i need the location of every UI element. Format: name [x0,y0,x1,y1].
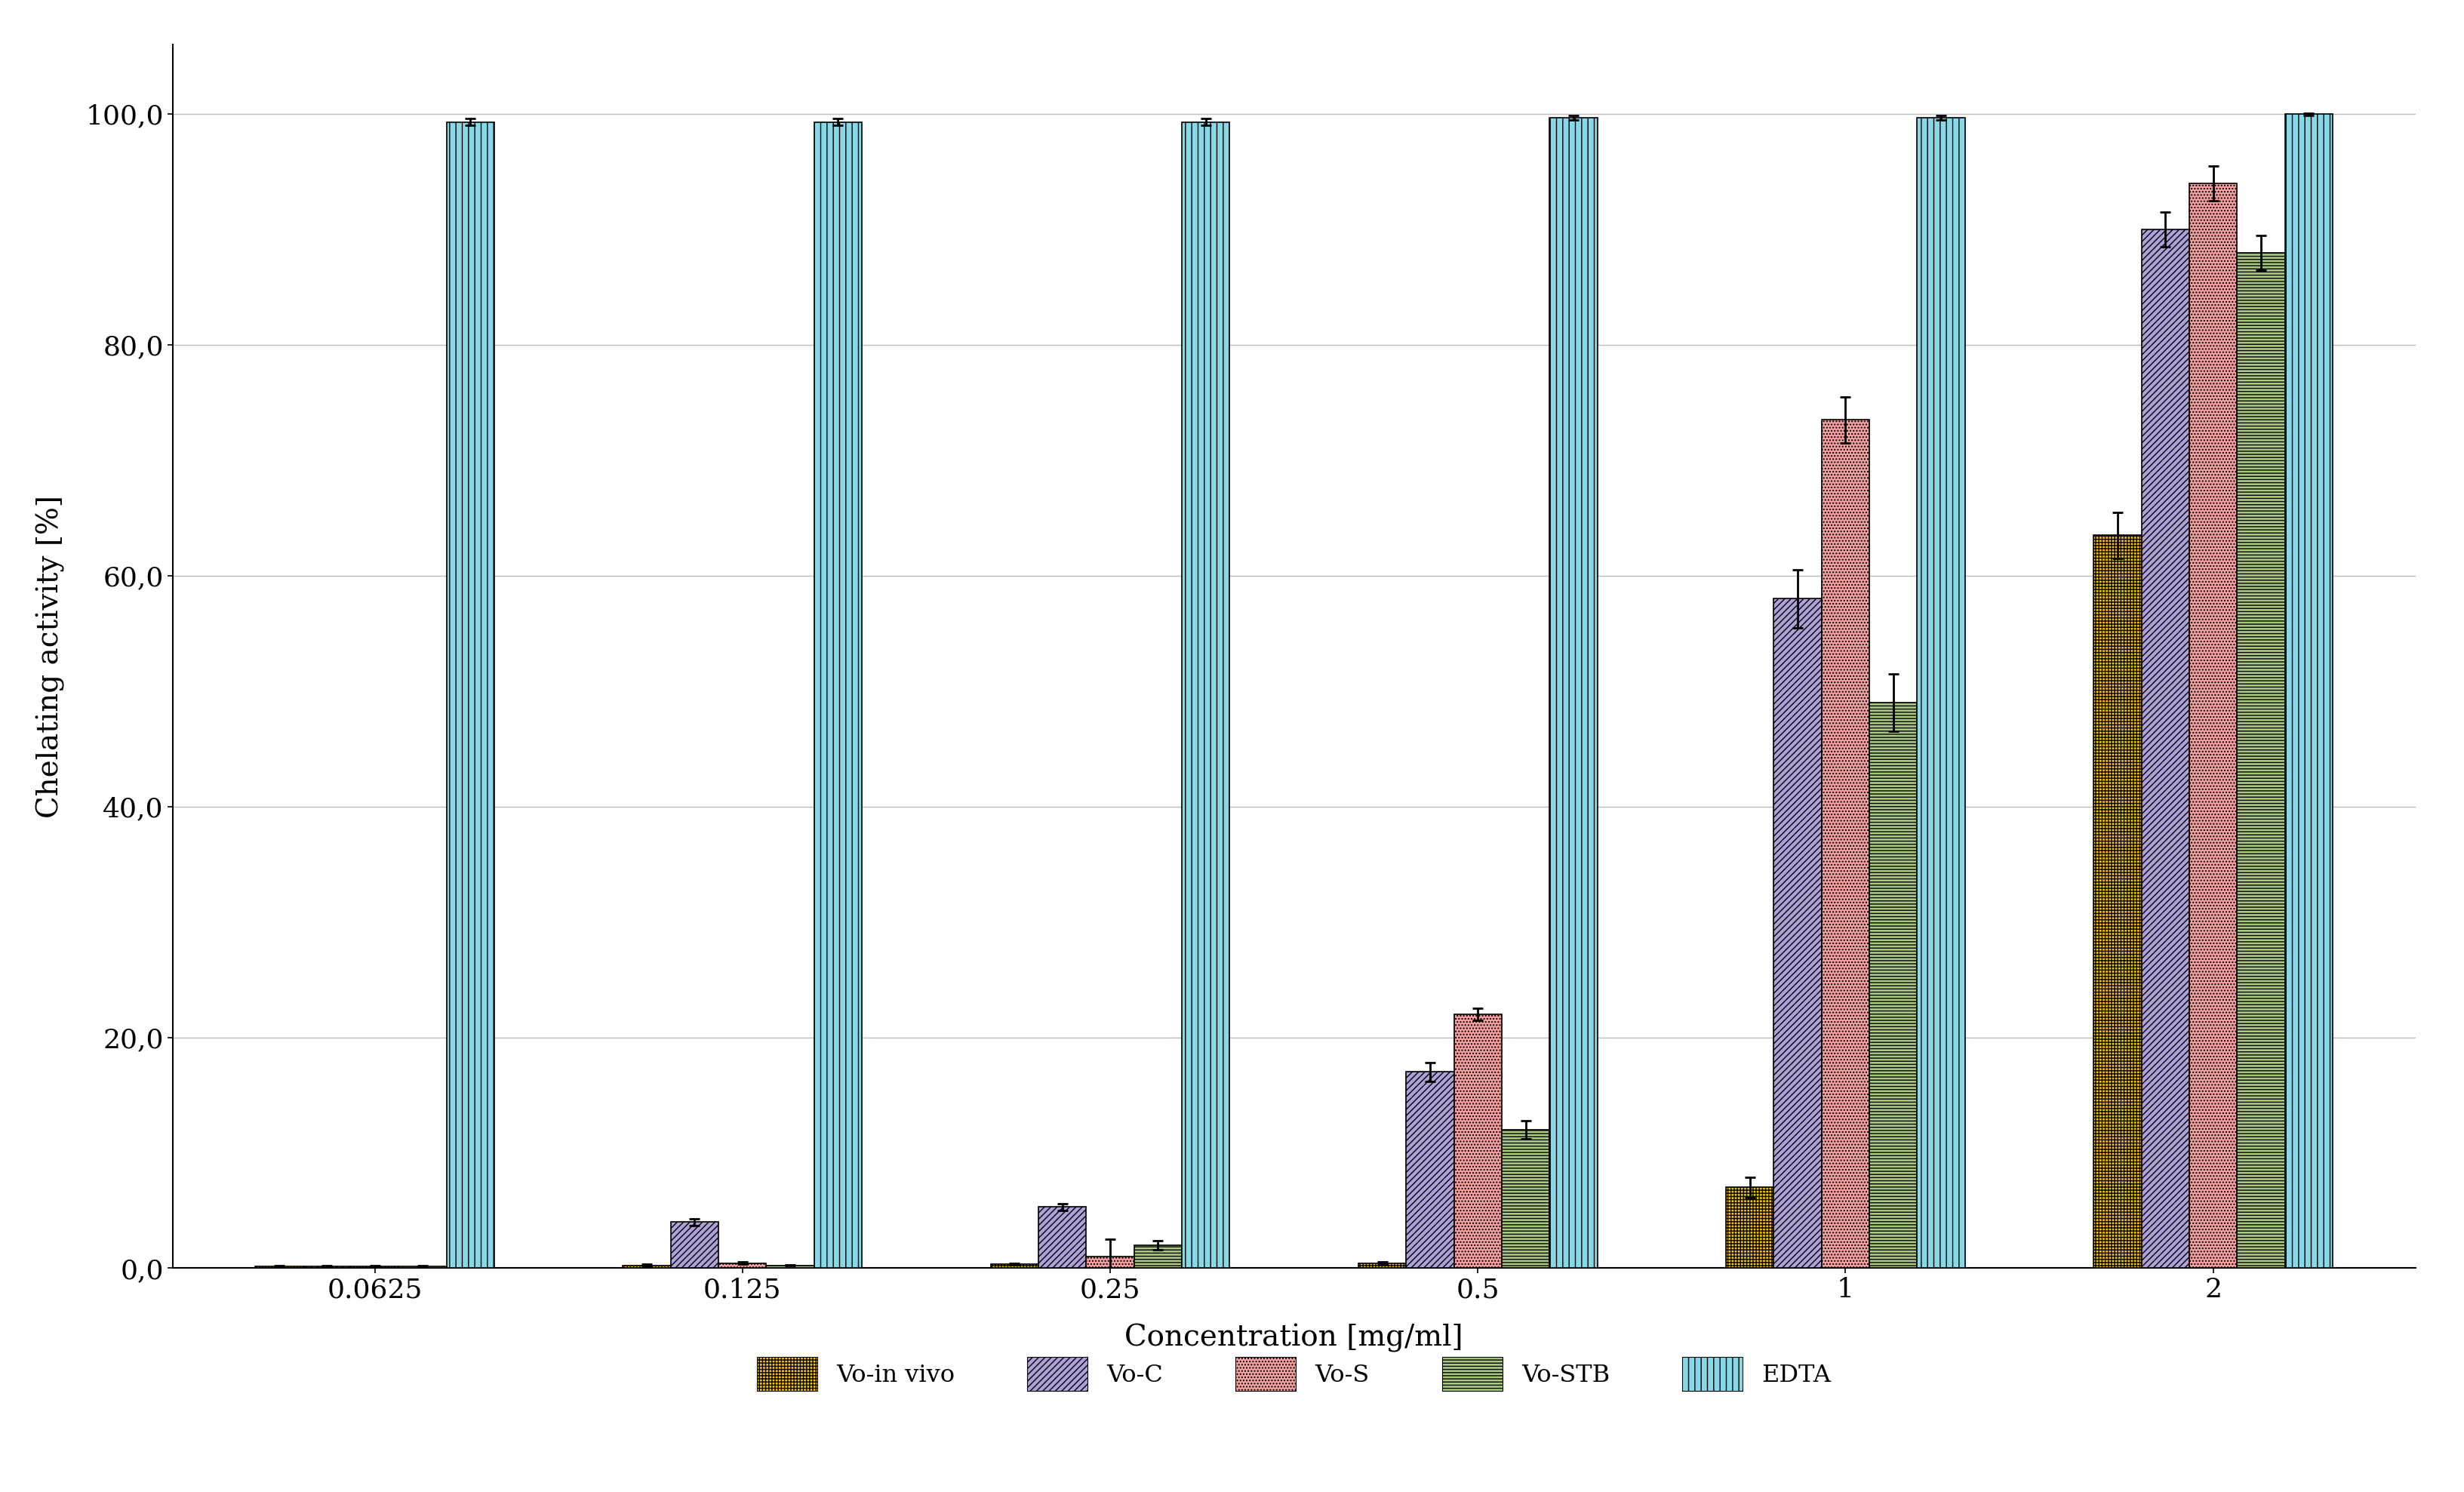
Bar [1133,1246,1183,1268]
Bar [303,1267,350,1268]
Bar [1550,118,1597,1268]
Bar [1183,122,1230,1268]
Bar [1501,1129,1550,1268]
Bar [719,1264,766,1268]
Bar [1821,419,1868,1268]
Bar [623,1265,670,1268]
Bar [399,1267,446,1268]
Y-axis label: Chelating activity [%]: Chelating activity [%] [37,495,64,818]
Bar [2237,252,2284,1268]
Bar [350,1267,399,1268]
Bar [1917,118,1964,1268]
Bar [256,1267,303,1268]
Bar [1407,1071,1454,1268]
Bar [813,122,862,1268]
Bar [2284,113,2331,1268]
Bar [2092,536,2141,1268]
Bar [766,1265,813,1268]
Bar [1868,703,1917,1268]
Bar [1087,1256,1133,1268]
X-axis label: Concentration [mg/ml]: Concentration [mg/ml] [1124,1323,1464,1352]
Bar [2141,230,2188,1268]
Bar [1358,1264,1407,1268]
Bar [2188,184,2237,1268]
Bar [1774,598,1821,1268]
Legend: Vo-in vivo, Vo-C, Vo-S, Vo-STB, EDTA: Vo-in vivo, Vo-C, Vo-S, Vo-STB, EDTA [744,1344,1843,1402]
Bar [1725,1188,1774,1268]
Bar [446,122,495,1268]
Bar [670,1222,719,1268]
Bar [1037,1207,1087,1268]
Bar [1454,1015,1501,1268]
Bar [991,1264,1037,1268]
